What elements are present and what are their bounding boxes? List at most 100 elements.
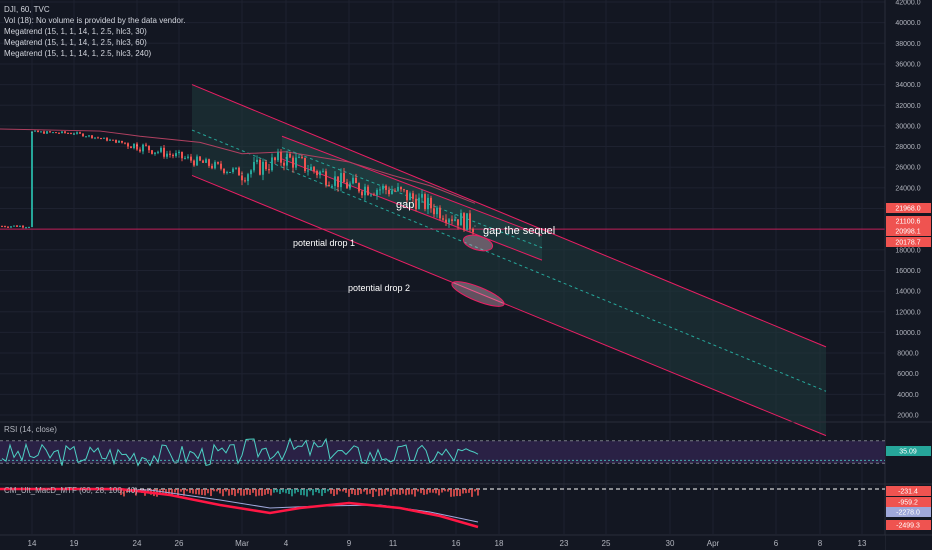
- candle-body: [322, 171, 324, 173]
- macd-histogram-bar: [330, 489, 332, 494]
- y-tick-label: 2000.0: [897, 413, 919, 420]
- candle-body: [424, 194, 426, 210]
- megatrend-upper: [0, 128, 476, 204]
- macd-histogram-bar: [333, 489, 335, 497]
- x-tick-label: 30: [666, 539, 675, 548]
- macd-histogram-bar: [234, 489, 236, 497]
- macd-histogram-bar: [252, 489, 254, 493]
- candle-body: [187, 156, 189, 158]
- macd-signal-line: [0, 488, 479, 523]
- candle-body: [184, 157, 186, 159]
- price-point: [285, 157, 287, 159]
- candle-body: [181, 151, 183, 159]
- candle-body: [304, 157, 306, 172]
- candle-body: [295, 157, 297, 168]
- candle-body: [328, 184, 330, 187]
- macd-histogram-bar: [381, 489, 383, 496]
- candle-body: [340, 173, 342, 188]
- macd-histogram-bar: [186, 489, 188, 492]
- candle-body: [178, 151, 180, 154]
- candle-body: [433, 208, 435, 215]
- macd-histogram-bar: [375, 489, 377, 492]
- y-tick-label: 30000.0: [895, 123, 920, 130]
- macd-histogram-bar: [276, 489, 278, 493]
- candle-body: [133, 143, 135, 149]
- x-tick-label: 8: [818, 539, 823, 548]
- rsi-label[interactable]: RSI (14, close): [4, 425, 57, 434]
- candle-body: [175, 153, 177, 157]
- candle-body: [148, 145, 150, 151]
- macd-histogram-bar: [297, 489, 299, 493]
- macd-histogram-bar: [372, 489, 374, 497]
- price-marker-label: 21100.6: [896, 219, 921, 226]
- channel-lower: [191, 174, 827, 437]
- macd-histogram-bar: [120, 489, 122, 495]
- macd-histogram-bar: [453, 489, 455, 497]
- candle-body: [52, 132, 54, 134]
- candle-body: [106, 137, 108, 141]
- macd-value-bg: [886, 520, 931, 530]
- candle-body: [460, 213, 462, 226]
- candle-body: [40, 131, 42, 133]
- candle-body: [247, 174, 249, 182]
- candle-body: [88, 135, 90, 137]
- macd-histogram-bar: [423, 489, 425, 495]
- price-point: [474, 225, 476, 227]
- price-point: [392, 189, 394, 191]
- candle-body: [220, 163, 222, 169]
- price-marker-bg: [886, 237, 931, 247]
- candle-body: [349, 183, 351, 189]
- candle-body: [334, 176, 336, 186]
- macd-histogram-bar: [216, 489, 218, 492]
- legend-megatrend-240[interactable]: Megatrend (15, 1, 1, 14, 1, 2.5, hlc3, 2…: [4, 49, 152, 58]
- macd-histogram-bar: [315, 489, 317, 493]
- candle-body: [34, 130, 36, 132]
- macd-histogram-bar: [267, 489, 269, 494]
- rsi-line: [1, 437, 479, 467]
- candle-body: [376, 190, 378, 196]
- candle-body: [118, 140, 120, 143]
- macd-histogram-bar: [447, 489, 449, 492]
- candle-body: [472, 228, 474, 233]
- candle-body: [58, 132, 60, 134]
- macd-histogram-bar: [168, 489, 170, 494]
- time-axis: [0, 535, 885, 550]
- candle-body: [127, 143, 129, 147]
- price-marker-label: 20998.1: [895, 229, 920, 236]
- symbol-header[interactable]: DJI, 60, TVC: [4, 5, 50, 14]
- candle-body: [163, 147, 165, 157]
- macd-value-bg: [886, 486, 931, 496]
- x-tick-label: 24: [133, 539, 142, 548]
- macd-histogram-bar: [312, 489, 314, 496]
- candle-body: [115, 139, 117, 143]
- legend-megatrend-30[interactable]: Megatrend (15, 1, 1, 14, 1, 2.5, hlc3, 3…: [4, 27, 147, 36]
- candle-body: [85, 136, 87, 138]
- macd-histogram-bar: [183, 489, 185, 496]
- price-point: [73, 132, 75, 134]
- macd-histogram-bar: [273, 489, 275, 493]
- candle-body: [250, 170, 252, 175]
- candle-body: [445, 219, 447, 223]
- candle-body: [391, 190, 393, 195]
- macd-histogram-bar: [471, 489, 473, 497]
- candle-body: [160, 147, 162, 152]
- macd-label[interactable]: CM_Ult_MacD_MTF (60, 28, 100, 40): [4, 486, 138, 495]
- candle-body: [310, 166, 312, 171]
- candle-body: [421, 194, 423, 198]
- candle-body: [103, 137, 105, 139]
- x-tick-label: 4: [284, 539, 289, 548]
- candle-body: [205, 159, 207, 163]
- candle-body: [271, 157, 273, 171]
- candle-body: [253, 161, 255, 171]
- candle-body: [217, 162, 219, 164]
- price-point: [455, 216, 457, 219]
- candle-body: [229, 171, 231, 173]
- legend-volume[interactable]: Vol (18): No volume is provided by the d…: [4, 16, 186, 25]
- candle-body: [226, 172, 228, 174]
- x-tick-label: 25: [602, 539, 611, 548]
- legend-megatrend-60[interactable]: Megatrend (15, 1, 1, 14, 1, 2.5, hlc3, 6…: [4, 38, 147, 47]
- macd-histogram-bar: [408, 489, 410, 495]
- y-tick-label: 28000.0: [895, 144, 920, 151]
- candle-body: [79, 132, 81, 134]
- macd-histogram-bar: [321, 489, 323, 496]
